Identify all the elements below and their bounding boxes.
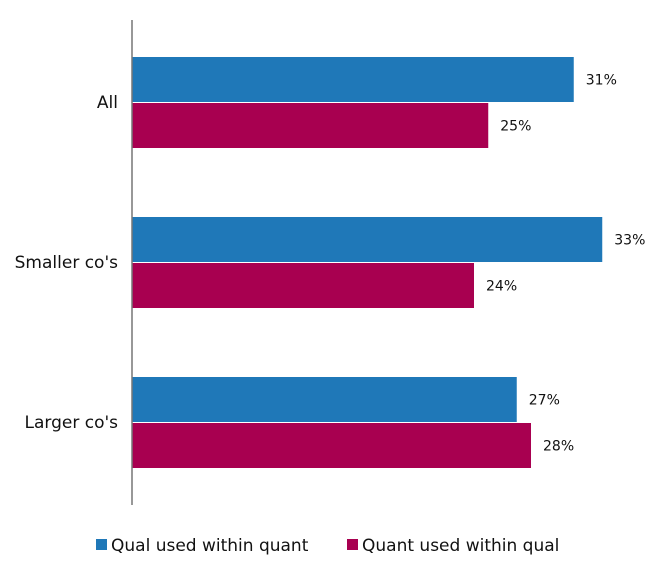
bar-qual-within-quant [132,57,574,102]
category-label: Larger co's [25,413,119,433]
data-label: 33% [614,233,645,249]
data-label: 31% [586,73,617,89]
data-label: 28% [543,439,574,455]
data-label: 27% [529,393,560,409]
bar-qual-within-quant [132,377,517,422]
bar-quant-within-qual [132,423,531,468]
legend-label: Quant used within qual [362,536,559,556]
bar-quant-within-qual [132,263,474,308]
legend-label: Qual used within quant [111,536,309,556]
data-label: 25% [500,119,531,135]
category-label: Smaller co's [15,253,118,273]
legend-swatch [347,539,358,550]
bar-qual-within-quant [132,217,603,262]
data-label: 24% [486,279,517,295]
bar-quant-within-qual [132,103,489,148]
category-label: All [97,93,118,113]
legend-swatch [96,539,107,550]
